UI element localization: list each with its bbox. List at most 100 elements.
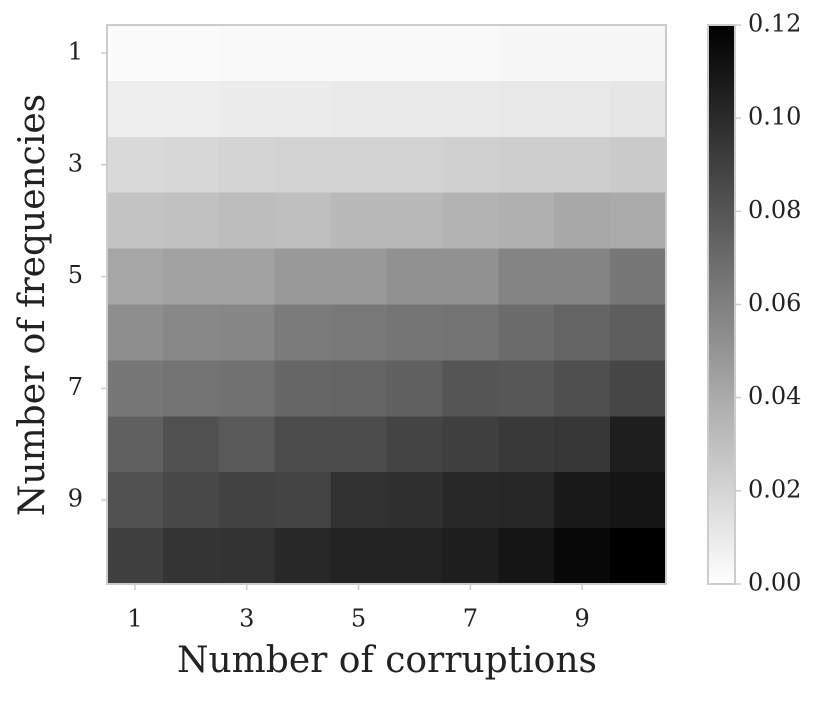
heatmap-cell [330,472,387,529]
heatmap-cell [554,304,611,361]
heatmap-cell [610,360,667,417]
heatmap-cell [610,416,667,473]
heatmap-cell [442,80,499,138]
heatmap-cell [442,528,499,585]
heatmap-cell [274,80,332,138]
heatmap-cell [330,304,387,361]
heatmap-cell [330,192,387,250]
heatmap-cell [442,416,499,473]
y-axis-label: Number of frequencies [12,94,53,516]
heatmap-cell [386,304,443,361]
heatmap-cell [218,80,276,138]
heatmap-cell [162,416,220,473]
heatmap-cell [107,80,164,138]
heatmap-cell [554,528,611,585]
colorbar-tick-label: 0.04 [748,382,801,410]
y-tick-label: 1 [68,37,83,65]
heatmap-cell [498,472,555,529]
y-tick-label: 5 [68,261,83,289]
heatmap-cell [218,192,276,250]
heatmap-cell [610,528,667,585]
heatmap-cell [330,360,387,417]
heatmap-cell [330,248,387,305]
heatmap-cell [498,25,555,82]
heatmap-cell [610,248,667,305]
heatmap-cell [107,136,164,194]
heatmap-cell [386,136,443,194]
heatmap-cell [274,25,332,82]
heatmap-cell [498,192,555,250]
heatmap-cell [442,25,499,82]
x-tick-label: 7 [463,605,478,633]
heatmap-cell [107,304,164,361]
x-tick-label: 9 [575,605,590,633]
heatmap-cell [330,528,387,585]
heatmap-cell [498,416,555,473]
heatmap-cell [107,248,164,305]
heatmap-cell [330,416,387,473]
heatmap-cell [162,472,220,529]
heatmap-cell [274,472,332,529]
x-tick-label: 5 [351,605,366,633]
heatmap-cell [274,360,332,417]
heatmap-cell [162,248,220,305]
heatmap-cell [442,136,499,194]
heatmap-cell [610,304,667,361]
heatmap-cell [442,192,499,250]
heatmap-cell [218,304,276,361]
heatmap-cell [386,472,443,529]
heatmap-cell [554,472,611,529]
heatmap-cell [610,25,667,82]
x-tick-label: 3 [239,605,254,633]
heatmap-cell [554,416,611,473]
heatmap-cell [554,136,611,194]
y-tick-label: 9 [68,485,83,513]
heatmap-cell [218,25,276,82]
heatmap-cell [218,472,276,529]
heatmap-cell [386,528,443,585]
heatmap-cell [330,80,387,138]
heatmap-cell [162,192,220,250]
heatmap-cell [330,25,387,82]
heatmap-cell [610,192,667,250]
heatmap-cell [162,360,220,417]
heatmap-cell [386,192,443,250]
heatmap-cell [162,25,220,82]
y-tick-label: 7 [68,373,83,401]
heatmap-cell [274,304,332,361]
heatmap-cell [274,248,332,305]
y-tick-label: 3 [68,149,83,177]
heatmap-cell [554,192,611,250]
plot-frame [106,24,667,585]
heatmap-cell [162,528,220,585]
heatmap-cell [610,472,667,529]
heatmap-cell [554,80,611,138]
colorbar-tick-label: 0.10 [748,103,801,131]
x-tick-label: 1 [127,605,142,633]
heatmap-cell [386,360,443,417]
colorbar-tick-label: 0.08 [748,196,801,224]
heatmap-cell [107,528,164,585]
colorbar-tick-label: 0.06 [748,289,801,317]
heatmap-cell [162,304,220,361]
colorbar-tick-label: 0.02 [748,475,801,503]
heatmap-cell [107,416,164,473]
heatmap-cell [330,136,387,194]
heatmap-cell [498,360,555,417]
heatmap-cell [554,25,611,82]
heatmap-cell [218,528,276,585]
heatmap-cell [554,360,611,417]
heatmap-cell [107,360,164,417]
heatmap-cell [386,80,443,138]
heatmap-cell [162,80,220,138]
heatmap-cell [498,80,555,138]
colorbar [707,24,736,585]
heatmap-cell [442,304,499,361]
heatmap-cell [218,136,276,194]
heatmap-cell [107,192,164,250]
heatmap-cell [442,360,499,417]
heatmap-cell [274,136,332,194]
heatmap-cell [274,192,332,250]
